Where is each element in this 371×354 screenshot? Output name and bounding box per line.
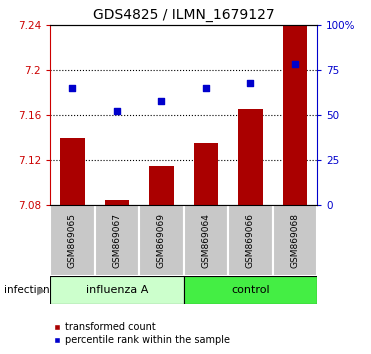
Point	[114, 109, 120, 114]
Point	[292, 62, 298, 67]
Point	[203, 85, 209, 91]
Bar	[228, 205, 273, 276]
Bar	[194, 143, 218, 205]
Bar	[184, 205, 228, 276]
Title: GDS4825 / ILMN_1679127: GDS4825 / ILMN_1679127	[93, 8, 275, 22]
Text: control: control	[231, 285, 270, 295]
Bar	[149, 166, 174, 205]
Text: infection: infection	[4, 285, 49, 295]
Text: GSM869066: GSM869066	[246, 213, 255, 268]
Bar	[238, 109, 263, 205]
Text: ▶: ▶	[37, 285, 46, 295]
Text: GSM869069: GSM869069	[157, 213, 166, 268]
Bar	[50, 276, 184, 304]
Bar	[273, 205, 317, 276]
Bar	[139, 205, 184, 276]
Point	[69, 85, 75, 91]
Text: GSM869064: GSM869064	[201, 213, 210, 268]
Bar	[95, 205, 139, 276]
Text: GSM869068: GSM869068	[290, 213, 299, 268]
Legend: transformed count, percentile rank within the sample: transformed count, percentile rank withi…	[49, 319, 234, 349]
Bar	[50, 205, 95, 276]
Bar	[283, 25, 307, 205]
Bar	[184, 276, 317, 304]
Point	[247, 80, 253, 85]
Bar	[60, 138, 85, 205]
Text: influenza A: influenza A	[86, 285, 148, 295]
Bar	[105, 200, 129, 205]
Text: GSM869065: GSM869065	[68, 213, 77, 268]
Text: GSM869067: GSM869067	[112, 213, 121, 268]
Point	[158, 98, 164, 103]
